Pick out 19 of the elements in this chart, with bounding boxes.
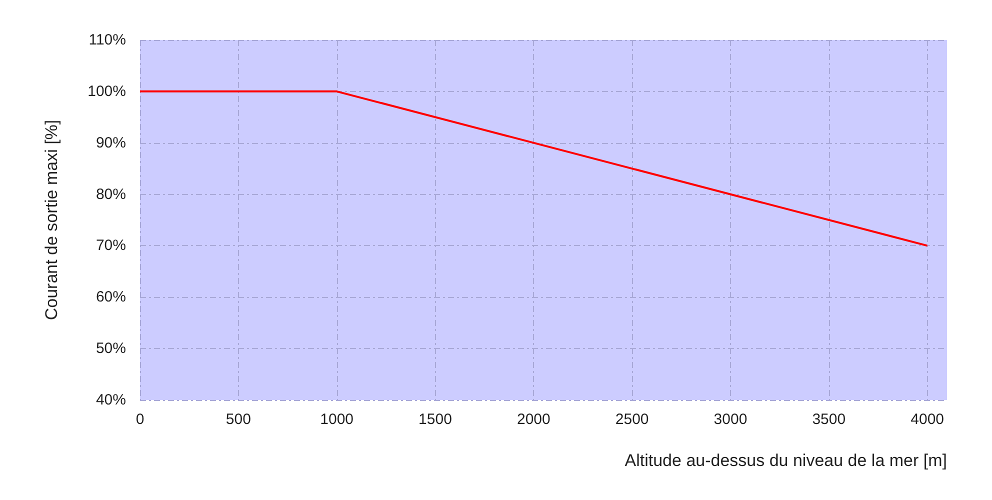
y-tick-label: 80% (96, 186, 126, 203)
x-tick-label: 3000 (714, 411, 748, 428)
y-tick-label: 40% (96, 392, 126, 408)
x-tick-label: 1500 (418, 411, 452, 428)
y-axis-title: Courant de sortie maxi [%] (42, 120, 61, 320)
x-tick-label: 4000 (910, 411, 944, 428)
y-tick-label: 90% (96, 134, 126, 152)
y-tick-label: 100% (88, 82, 126, 100)
x-tick-label: 0 (136, 411, 144, 428)
y-tick-label: 60% (96, 288, 126, 306)
x-tick-label: 3500 (812, 411, 846, 428)
x-tick-label: 2000 (516, 411, 550, 428)
x-tick-label: 2500 (615, 411, 649, 428)
x-tick-label: 1000 (320, 411, 354, 428)
y-tick-label: 70% (96, 237, 126, 254)
x-tick-label: 500 (226, 411, 251, 428)
x-axis-title: Altitude au-dessus du niveau de la mer [m] (624, 451, 947, 470)
y-tick-label: 50% (96, 340, 126, 358)
y-tick-label: 110% (88, 32, 126, 48)
